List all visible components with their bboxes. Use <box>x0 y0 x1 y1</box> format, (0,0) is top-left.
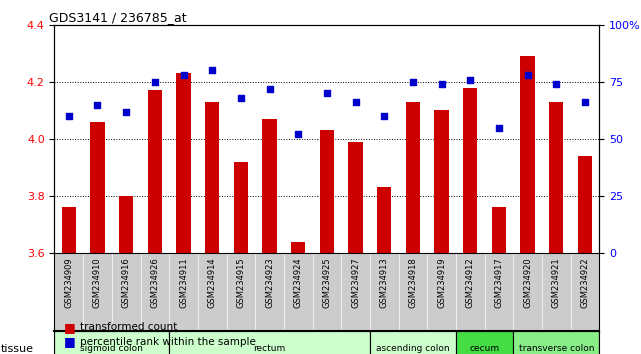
Point <box>580 99 590 105</box>
Bar <box>349 142 363 253</box>
Text: GSM234910: GSM234910 <box>93 257 102 308</box>
Point <box>494 125 504 130</box>
Text: transformed count: transformed count <box>80 322 178 332</box>
Bar <box>370 331 456 354</box>
Text: tissue: tissue <box>1 344 33 354</box>
Text: GDS3141 / 236785_at: GDS3141 / 236785_at <box>49 11 187 24</box>
Text: GSM234912: GSM234912 <box>466 257 475 308</box>
Bar <box>291 242 305 253</box>
Text: GSM234926: GSM234926 <box>151 257 160 308</box>
Point <box>92 102 103 108</box>
Point <box>63 113 74 119</box>
Text: GSM234915: GSM234915 <box>237 257 246 308</box>
Point <box>322 91 332 96</box>
Text: GSM234922: GSM234922 <box>581 257 590 308</box>
Text: GSM234911: GSM234911 <box>179 257 188 308</box>
Text: GSM234909: GSM234909 <box>64 257 73 308</box>
Point <box>408 79 418 85</box>
Text: ■: ■ <box>64 335 76 348</box>
Bar <box>520 56 535 253</box>
Point <box>522 72 533 78</box>
Bar <box>176 73 191 253</box>
Bar <box>406 102 420 253</box>
Text: transverse colon: transverse colon <box>519 344 594 353</box>
Text: GSM234916: GSM234916 <box>122 257 131 308</box>
Bar <box>147 90 162 253</box>
Text: GSM234920: GSM234920 <box>523 257 532 308</box>
Bar <box>435 110 449 253</box>
Bar <box>54 331 169 354</box>
Bar <box>90 122 104 253</box>
Text: GSM234917: GSM234917 <box>494 257 503 308</box>
Bar <box>456 331 513 354</box>
Point <box>121 109 131 114</box>
Bar <box>205 102 219 253</box>
Bar <box>463 87 478 253</box>
Bar <box>492 207 506 253</box>
Text: cecum: cecum <box>470 344 500 353</box>
Text: ■: ■ <box>64 321 76 334</box>
Point <box>437 81 447 87</box>
Text: GSM234924: GSM234924 <box>294 257 303 308</box>
Point <box>293 132 303 137</box>
Point <box>178 72 188 78</box>
Text: ascending colon: ascending colon <box>376 344 450 353</box>
Bar <box>119 196 133 253</box>
Bar <box>578 156 592 253</box>
Bar <box>377 188 392 253</box>
Text: GSM234923: GSM234923 <box>265 257 274 308</box>
Point <box>265 86 275 92</box>
Point <box>351 99 361 105</box>
Point <box>379 113 389 119</box>
Text: GSM234919: GSM234919 <box>437 257 446 308</box>
Text: GSM234921: GSM234921 <box>552 257 561 308</box>
Bar <box>549 102 563 253</box>
Text: sigmoid colon: sigmoid colon <box>80 344 144 353</box>
Bar <box>513 331 599 354</box>
Text: GSM234913: GSM234913 <box>379 257 388 308</box>
Text: GSM234925: GSM234925 <box>322 257 331 308</box>
Text: percentile rank within the sample: percentile rank within the sample <box>80 337 256 347</box>
Text: GSM234927: GSM234927 <box>351 257 360 308</box>
Bar <box>262 119 277 253</box>
Text: rectum: rectum <box>253 344 286 353</box>
Point <box>551 81 562 87</box>
Point <box>465 77 476 82</box>
Point <box>207 68 217 73</box>
Text: GSM234918: GSM234918 <box>408 257 417 308</box>
Text: GSM234914: GSM234914 <box>208 257 217 308</box>
Point <box>150 79 160 85</box>
Bar <box>169 331 370 354</box>
Bar <box>234 162 248 253</box>
Bar <box>320 130 334 253</box>
Point <box>236 95 246 101</box>
Bar <box>62 207 76 253</box>
